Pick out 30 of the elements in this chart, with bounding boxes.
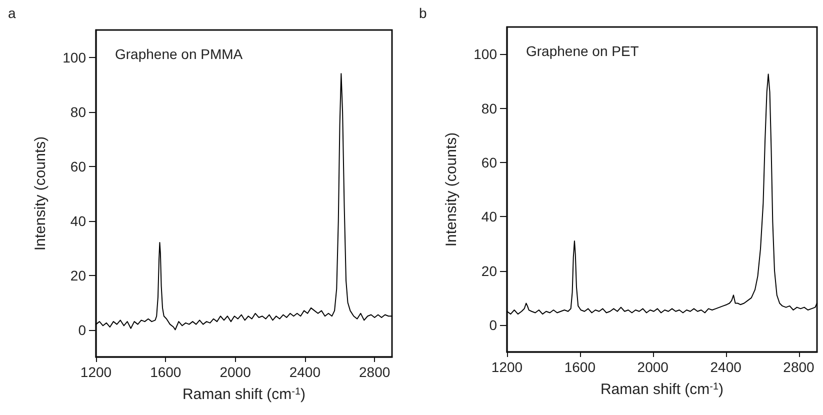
y-tick-label: 0 xyxy=(489,316,498,333)
text: a xyxy=(8,5,16,21)
x-tick-label: 2800 xyxy=(783,359,815,375)
x-tick-label: 2400 xyxy=(710,359,742,375)
y-tick-label: 80 xyxy=(481,100,498,116)
y-axis-title: Intensity (counts) xyxy=(32,136,49,251)
x-tick-label: 1200 xyxy=(491,359,523,375)
y-tick-label: 40 xyxy=(481,208,498,225)
text: Graphene on PET xyxy=(526,43,640,59)
x-tick-label: 1600 xyxy=(150,364,182,380)
text: b xyxy=(419,5,427,21)
y-tick-label: 60 xyxy=(481,154,498,170)
y-tick-label: 40 xyxy=(70,212,86,229)
text: Graphene on PMMA xyxy=(115,46,244,62)
x-tick-label: 2000 xyxy=(220,364,252,380)
line-series xyxy=(506,74,818,315)
y-tick-label: 60 xyxy=(70,158,86,174)
y-tick-label: 80 xyxy=(70,104,86,120)
x-tick-label: 2400 xyxy=(289,364,321,380)
y-tick-label: 100 xyxy=(62,49,86,66)
y-tick-label: 0 xyxy=(78,322,86,338)
y-axis-title: Intensity (counts) xyxy=(443,132,460,247)
y-tick-label: 20 xyxy=(481,262,498,279)
x-tick-label: 1200 xyxy=(80,364,112,380)
x-tick-label: 2000 xyxy=(637,359,669,375)
y-tick-label: 100 xyxy=(474,46,498,62)
line-series xyxy=(96,73,392,330)
x-tick-label: 1600 xyxy=(564,359,596,375)
x-tick-label: 2800 xyxy=(359,364,390,380)
y-tick-label: 20 xyxy=(70,267,86,284)
